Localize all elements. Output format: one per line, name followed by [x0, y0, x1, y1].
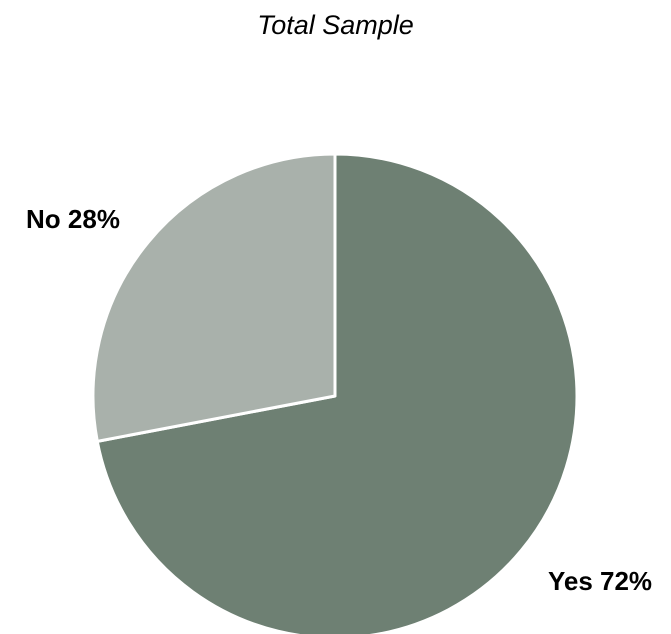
slice-label-yes: Yes 72% — [548, 566, 652, 596]
pie-slices — [91, 152, 579, 634]
pie-labels: Yes 72% No 28% — [26, 204, 652, 596]
pie-slice-no — [91, 152, 337, 443]
pie-slice-yes — [95, 152, 579, 634]
chart-title: Total Sample — [257, 10, 414, 40]
slice-label-no: No 28% — [26, 204, 120, 234]
